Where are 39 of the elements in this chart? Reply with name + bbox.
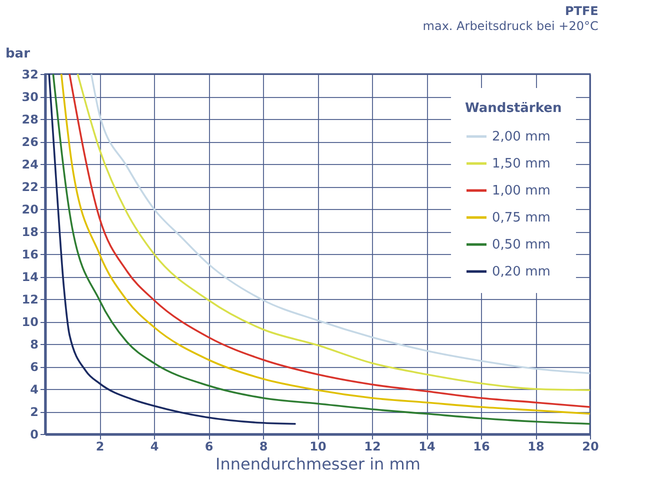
- chart-subtitle: max. Arbeitsdruck bei +20°C: [422, 19, 598, 33]
- y-tick-label: 20: [22, 202, 38, 216]
- legend-label: 0,50 mm: [492, 238, 550, 252]
- y-tick-label: 22: [22, 180, 38, 194]
- y-tick-label: 0: [30, 428, 38, 442]
- x-axis-title: Innendurchmesser in mm: [216, 454, 420, 474]
- y-tick-label: 14: [22, 270, 38, 284]
- x-tick-label: 18: [528, 440, 544, 454]
- y-tick-label: 12: [22, 292, 38, 306]
- x-tick-label: 10: [310, 440, 326, 454]
- y-axis-title: bar: [6, 46, 31, 62]
- x-tick-label: 2: [96, 440, 104, 454]
- y-tick-label: 26: [22, 135, 38, 149]
- legend-label: 1,00 mm: [492, 184, 550, 198]
- legend-label: 0,20 mm: [492, 264, 550, 280]
- y-tick-label: 16: [22, 248, 38, 262]
- legend-label: 2,00 mm: [492, 130, 550, 144]
- legend-label: 1,50 mm: [492, 156, 550, 172]
- legend-label: 0,75 mm: [492, 210, 550, 226]
- x-tick-label: 16: [473, 440, 490, 454]
- y-tick-label: 6: [30, 360, 38, 374]
- x-tick-label: 12: [364, 440, 381, 454]
- y-tick-label: 32: [22, 68, 38, 82]
- y-tick-label: 18: [22, 225, 38, 239]
- y-tick-label: 30: [22, 90, 38, 104]
- y-tick-label: 10: [22, 315, 38, 329]
- line-series: [48, 73, 297, 425]
- x-tick-label: 8: [259, 440, 268, 454]
- y-tick-label: 28: [22, 112, 38, 126]
- y-tick-label: 8: [30, 338, 38, 352]
- x-tick-label: 14: [418, 440, 436, 454]
- y-tick-label: 2: [30, 405, 38, 419]
- y-tick-label: 24: [22, 158, 38, 172]
- x-tick-label: 6: [204, 440, 214, 454]
- chart-title: PTFE: [564, 4, 598, 18]
- y-tick-label: 4: [30, 382, 38, 396]
- x-tick-label: 20: [582, 440, 599, 454]
- x-tick-label: 4: [150, 440, 159, 454]
- legend-title: Wandstärken: [465, 101, 562, 116]
